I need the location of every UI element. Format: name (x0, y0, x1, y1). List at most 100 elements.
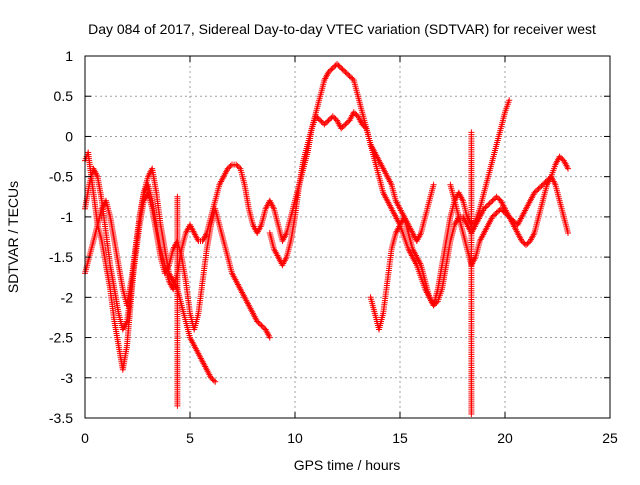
data-point (490, 196, 497, 203)
data-point (504, 212, 511, 219)
data-point (226, 164, 233, 171)
y-tick-label: 0.5 (54, 88, 74, 104)
data-point (541, 180, 548, 187)
series-spike-18.4 (468, 129, 475, 417)
data-point (314, 114, 321, 121)
data-point (546, 175, 553, 181)
data-point (532, 188, 539, 195)
data-point (538, 183, 545, 190)
data-point (511, 219, 518, 226)
data-point (325, 69, 332, 76)
data-point (321, 121, 328, 128)
data-point (210, 377, 217, 384)
data-point (565, 165, 571, 172)
data-point (348, 74, 354, 81)
data-point (485, 201, 492, 208)
data-point (493, 209, 500, 216)
data-point (325, 117, 332, 124)
data-point (362, 124, 368, 131)
data-point (224, 165, 231, 172)
data-point (486, 200, 493, 207)
data-point (524, 240, 531, 247)
data-marks (82, 61, 571, 417)
data-point (556, 153, 563, 160)
y-tick-label: 0 (65, 128, 73, 144)
data-point (495, 195, 501, 202)
data-point (341, 67, 347, 74)
data-point (430, 181, 437, 188)
data-point (318, 118, 325, 125)
data-point (506, 97, 513, 104)
data-point (343, 70, 350, 77)
data-point (258, 322, 265, 329)
data-point (335, 62, 342, 69)
data-point (518, 238, 525, 244)
data-point (500, 208, 507, 215)
x-tick-label: 25 (602, 430, 618, 446)
data-point (255, 319, 262, 326)
data-point (542, 179, 549, 185)
y-tick-label: -1.5 (49, 249, 73, 265)
y-tick-label: -2.5 (49, 330, 73, 346)
data-point (234, 162, 241, 169)
data-point (499, 207, 506, 214)
data-point (493, 193, 500, 200)
y-tick-label: -2 (61, 289, 74, 305)
data-point (539, 181, 546, 188)
data-point (503, 211, 510, 218)
data-point (346, 73, 353, 80)
data-point (227, 162, 234, 169)
y-tick-label: -1 (61, 209, 74, 225)
data-point (510, 217, 517, 224)
data-point (322, 120, 329, 126)
data-point (338, 125, 345, 132)
data-point (342, 69, 349, 76)
data-point (535, 185, 542, 192)
data-point (544, 177, 550, 184)
data-point (558, 154, 564, 161)
series-spike-4.4 (174, 193, 181, 409)
data-point (328, 66, 335, 73)
data-point (350, 109, 357, 116)
data-point (490, 212, 497, 219)
data-point (531, 189, 538, 196)
plot-frame (84, 55, 611, 419)
data-point (342, 121, 349, 128)
data-point (329, 65, 336, 72)
data-point (534, 187, 541, 194)
data-point (343, 120, 350, 126)
y-tick-label: -3 (61, 370, 74, 386)
data-point (233, 161, 240, 168)
data-point (208, 374, 214, 381)
data-point (430, 302, 437, 309)
data-point (432, 301, 438, 307)
y-tick-label: 1 (65, 48, 73, 64)
y-axis-label: SDTVAR / TECUs (5, 181, 21, 293)
data-point (315, 116, 322, 122)
data-point (349, 75, 356, 82)
x-axis-label: GPS time / hours (294, 457, 401, 473)
data-point (537, 184, 543, 191)
x-tick-label: 0 (81, 430, 89, 446)
data-point (520, 239, 527, 246)
x-tick-label: 15 (392, 430, 408, 446)
data-point (336, 63, 343, 70)
data-point (489, 197, 496, 204)
data-point (497, 205, 504, 212)
data-point (523, 242, 529, 248)
series-track-1 (82, 149, 219, 385)
data-point (509, 216, 515, 223)
data-point (345, 71, 352, 78)
data-point (360, 122, 367, 129)
data-point (502, 209, 508, 216)
data-point (331, 114, 338, 121)
data-point (257, 321, 263, 328)
data-point (341, 122, 347, 129)
data-point (334, 61, 340, 67)
data-point (174, 402, 181, 409)
x-tick-label: 10 (287, 430, 303, 446)
data-point (495, 208, 501, 215)
data-point (565, 230, 571, 236)
